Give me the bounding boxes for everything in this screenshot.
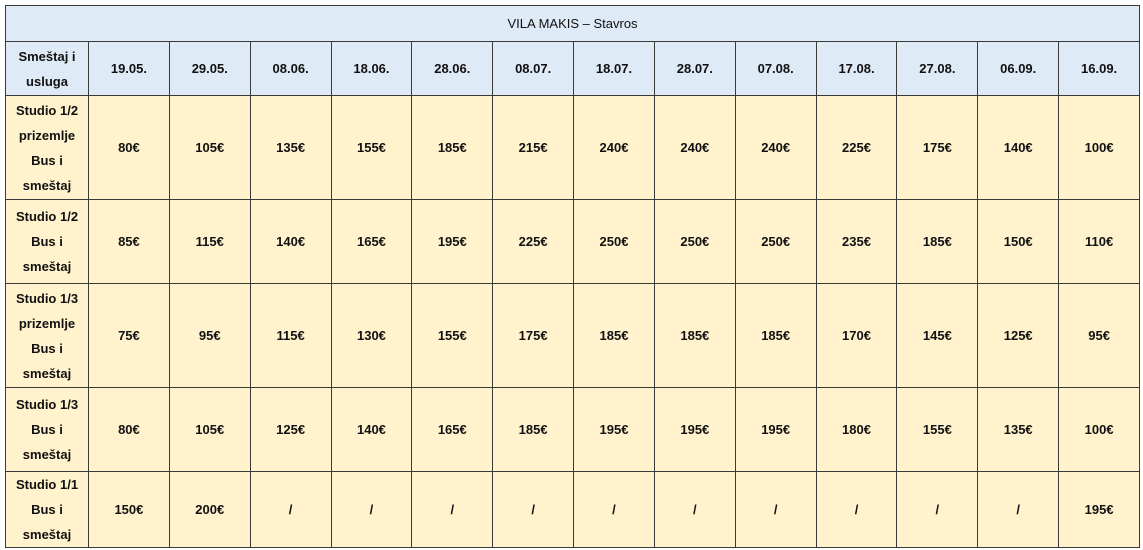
date-header: 08.06. [249, 41, 332, 96]
price-cell: 185€ [653, 283, 736, 388]
price-cell: 175€ [896, 95, 979, 200]
price-cell: / [249, 471, 332, 548]
accommodation-label: Studio 1/2 prizemlje Bus i smeštaj [5, 95, 89, 200]
price-row: Studio 1/3 Bus i smeštaj 80€ 105€ 125€ 140€ 1… [5, 387, 1141, 472]
price-cell: 200€ [168, 471, 251, 548]
price-row: Studio 1/2 Bus i smeštaj 85€ 115€ 140€ 165€ 1… [5, 199, 1141, 284]
price-cell: 110€ [1058, 199, 1141, 284]
price-cell: 250€ [653, 199, 736, 284]
price-cell: 150€ [88, 471, 170, 548]
price-cell: 125€ [977, 283, 1060, 388]
price-cell: 80€ [88, 387, 170, 472]
price-cell: 195€ [573, 387, 655, 472]
price-cell: 140€ [330, 387, 413, 472]
date-header: 19.05. [88, 41, 170, 96]
price-cell: / [492, 471, 575, 548]
title-row: VILA MAKIS – Stavros [4, 5, 1141, 42]
price-cell: 195€ [734, 387, 817, 472]
price-cell: / [896, 471, 979, 548]
price-cell: / [734, 471, 817, 548]
price-cell: 185€ [896, 199, 979, 284]
price-cell: 195€ [1058, 471, 1141, 548]
price-cell: 240€ [573, 95, 655, 200]
header-label: Smeštaj i usluga [5, 41, 89, 96]
price-cell: 135€ [977, 387, 1060, 472]
price-cell: 240€ [734, 95, 817, 200]
price-cell: 240€ [653, 95, 736, 200]
price-cell: 100€ [1058, 95, 1141, 200]
price-row: Studio 1/2 prizemlje Bus i smeštaj 80€ 105… [5, 95, 1141, 200]
price-cell: 215€ [492, 95, 575, 200]
date-header: 28.07. [653, 41, 736, 96]
price-cell: / [573, 471, 655, 548]
price-cell: 155€ [896, 387, 979, 472]
price-cell: / [815, 471, 898, 548]
price-cell: 140€ [977, 95, 1060, 200]
date-header: 18.06. [330, 41, 413, 96]
date-header: 07.08. [734, 41, 817, 96]
accommodation-label: Studio 1/3 prizemlje Bus i smeštaj [5, 283, 89, 388]
price-cell: 115€ [168, 199, 251, 284]
price-cell: 115€ [249, 283, 332, 388]
price-cell: 195€ [653, 387, 736, 472]
price-cell: 80€ [88, 95, 170, 200]
date-header: 18.07. [573, 41, 655, 96]
date-header: 08.07. [492, 41, 575, 96]
price-cell: 165€ [330, 199, 413, 284]
price-cell: 135€ [249, 95, 332, 200]
price-cell: 150€ [977, 199, 1060, 284]
price-cell: / [411, 471, 494, 548]
price-cell: 95€ [168, 283, 251, 388]
price-cell: 155€ [330, 95, 413, 200]
price-cell: 155€ [411, 283, 494, 388]
date-header: 28.06. [411, 41, 494, 96]
price-cell: 140€ [249, 199, 332, 284]
price-cell: 100€ [1058, 387, 1141, 472]
price-cell: 185€ [573, 283, 655, 388]
accommodation-label: Studio 1/3 Bus i smeštaj [5, 387, 89, 472]
price-cell: 175€ [492, 283, 575, 388]
price-cell: 250€ [573, 199, 655, 284]
price-cell: 105€ [168, 95, 251, 200]
date-header: 17.08. [815, 41, 898, 96]
price-cell: 105€ [168, 387, 251, 472]
price-cell: 180€ [815, 387, 898, 472]
price-cell: 225€ [815, 95, 898, 200]
price-cell: 85€ [88, 199, 170, 284]
price-cell: / [653, 471, 736, 548]
price-table: VILA MAKIS – Stavros Smeštaj i usluga 19.0… [4, 5, 1141, 548]
price-cell: 250€ [734, 199, 817, 284]
price-cell: 75€ [88, 283, 170, 388]
price-cell: 225€ [492, 199, 575, 284]
price-cell: / [330, 471, 413, 548]
price-cell: 95€ [1058, 283, 1141, 388]
price-cell: 170€ [815, 283, 898, 388]
price-cell: 185€ [492, 387, 575, 472]
price-cell: 165€ [411, 387, 494, 472]
date-header: 16.09. [1058, 41, 1141, 96]
date-header: 29.05. [168, 41, 251, 96]
accommodation-label: Studio 1/1 Bus i smeštaj [5, 471, 89, 548]
price-cell: 130€ [330, 283, 413, 388]
price-cell: / [977, 471, 1060, 548]
date-header: 27.08. [896, 41, 979, 96]
price-cell: 195€ [411, 199, 494, 284]
price-row: Studio 1/3 prizemlje Bus i smeštaj 75€ 95€… [5, 283, 1141, 388]
price-cell: 185€ [734, 283, 817, 388]
accommodation-label: Studio 1/2 Bus i smeštaj [5, 199, 89, 284]
price-cell: 145€ [896, 283, 979, 388]
price-cell: 125€ [249, 387, 332, 472]
header-row: Smeštaj i usluga 19.05. 29.05. 08.06. 18.06.… [5, 41, 1141, 96]
price-cell: 185€ [411, 95, 494, 200]
price-cell: 235€ [815, 199, 898, 284]
date-header: 06.09. [977, 41, 1060, 96]
table-title: VILA MAKIS – Stavros [4, 5, 1141, 42]
price-row: Studio 1/1 Bus i smeštaj 150€ 200€ / / / / / / / /… [5, 471, 1141, 548]
